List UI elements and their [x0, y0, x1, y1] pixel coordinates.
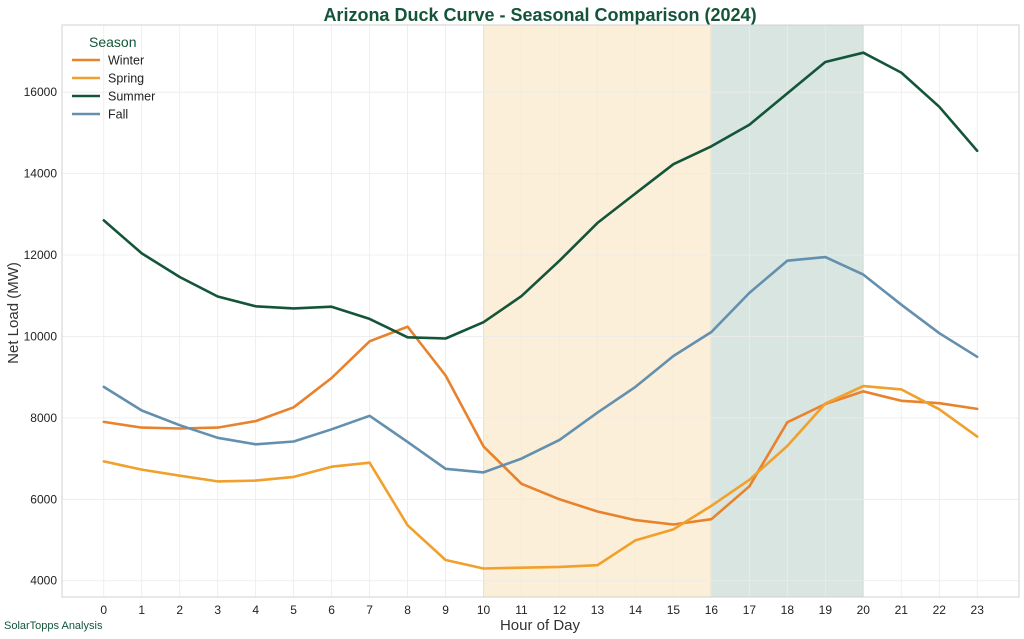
x-axis-label: Hour of Day — [500, 617, 581, 634]
y-tick-label: 16000 — [24, 85, 58, 99]
series-line-summer — [102, 51, 979, 340]
y-tick-label: 14000 — [24, 167, 58, 181]
x-tick-label: 8 — [404, 603, 411, 617]
x-tick-label: 11 — [515, 603, 528, 617]
y-axis-label: Net Load (MW) — [5, 262, 22, 364]
x-tick-label: 17 — [743, 603, 757, 617]
grid-lines — [62, 25, 1019, 597]
y-tick-label: 8000 — [30, 411, 57, 425]
legend-items: Winter Spring Summer Fall — [72, 54, 155, 122]
legend-label-spring: Spring — [108, 72, 144, 86]
y-tick-label: 12000 — [24, 248, 58, 262]
legend-label-winter: Winter — [108, 54, 144, 68]
x-tick-label: 22 — [933, 603, 947, 617]
legend: Season Winter Spring Summer Fall — [72, 34, 155, 122]
legend-label-fall: Fall — [108, 108, 128, 122]
x-tick-label: 18 — [781, 603, 795, 617]
legend-title: Season — [89, 34, 136, 50]
x-tick-label: 5 — [290, 603, 297, 617]
x-tick-label: 15 — [667, 603, 681, 617]
x-tick-label: 23 — [971, 603, 985, 617]
x-tick-label: 0 — [100, 603, 107, 617]
plot-frame — [61, 24, 1020, 598]
y-tick-label: 6000 — [30, 492, 57, 506]
legend-label-summer: Summer — [108, 90, 155, 104]
x-tick-label: 1 — [138, 603, 145, 617]
x-tick-label: 19 — [819, 603, 833, 617]
x-tick-label: 4 — [252, 603, 259, 617]
y-tick-label: 10000 — [24, 329, 58, 343]
series-line-spring — [102, 384, 979, 570]
x-tick-label: 14 — [629, 603, 643, 617]
series-lines — [102, 51, 979, 570]
x-tick-label: 9 — [442, 603, 449, 617]
x-tick-label: 21 — [895, 603, 909, 617]
series-line-fall — [102, 255, 979, 474]
x-tick-label: 7 — [366, 603, 373, 617]
x-tick-label: 12 — [553, 603, 567, 617]
x-tick-label: 3 — [214, 603, 221, 617]
x-tick-label: 10 — [477, 603, 491, 617]
x-tick-label: 6 — [328, 603, 335, 617]
x-tick-label: 20 — [857, 603, 871, 617]
y-axis-ticks: 4000 6000 8000 10000 12000 14000 16000 — [24, 85, 58, 588]
chart-title: Arizona Duck Curve - Seasonal Comparison… — [323, 5, 756, 25]
x-axis-ticks: 0 1 2 3 4 5 6 7 8 9 10 11 12 13 14 15 16 17 18 19 20 21 22 23 — [100, 603, 984, 617]
credit-text: SolarTopps Analysis — [4, 620, 103, 632]
x-tick-label: 2 — [176, 603, 183, 617]
x-tick-label: 16 — [705, 603, 719, 617]
y-tick-label: 4000 — [30, 574, 57, 588]
x-tick-label: 13 — [591, 603, 605, 617]
